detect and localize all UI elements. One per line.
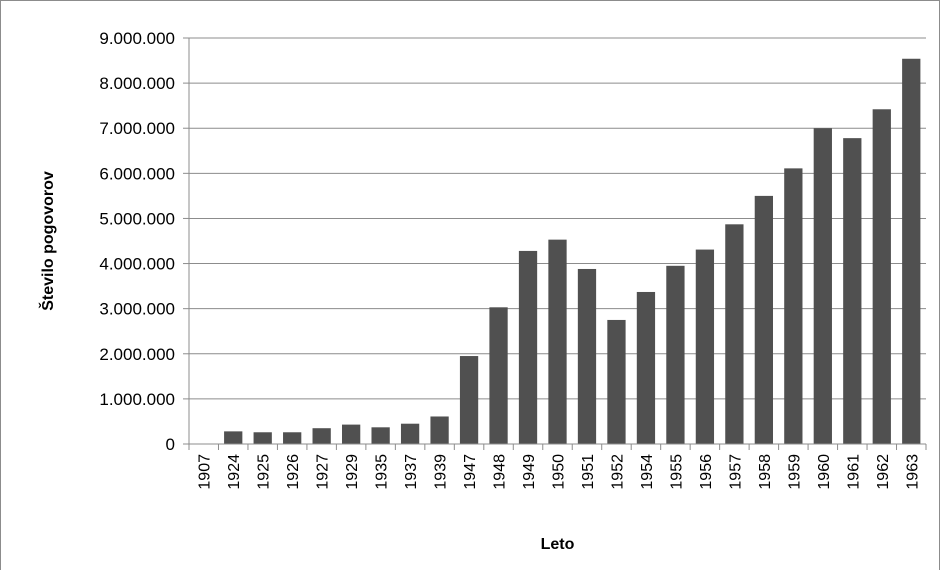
x-tick-label: 1958 [757,454,774,490]
y-tick-label: 1.000.000 [99,390,175,409]
bar-1949 [518,250,538,444]
x-axis-title: Leto [541,536,575,553]
y-tick-label: 3.000.000 [99,300,175,319]
x-tick-label: 1950 [551,454,568,490]
bar-1939 [430,416,449,444]
y-tick-label: 2.000.000 [99,345,175,364]
x-tick-label: 1924 [226,454,243,490]
bar-1955 [666,265,685,444]
x-tick-label: 1961 [845,454,862,490]
bar-1954 [636,291,656,444]
bar-1948 [489,307,508,444]
x-tick-label: 1960 [816,454,833,490]
bar-1937 [400,423,420,444]
x-tick-label: 1956 [698,454,715,490]
x-tick-label: 1957 [727,454,744,490]
y-tick-labels: 0 1.000.000 2.000.000 3.000.000 4.000.000 5.0… [99,29,175,454]
gridlines [189,37,926,400]
bar-1924 [224,431,243,444]
bar-1960 [813,128,832,444]
y-tick-label: 6.000.000 [99,164,175,183]
x-tick-label: 1948 [492,454,509,490]
x-tick-label: 1951 [580,454,597,490]
x-tick-label: 1926 [285,454,302,490]
x-tick-label: 1955 [668,454,685,490]
y-tick-label: 4.000.000 [99,255,175,274]
x-tick-label: 1925 [256,454,273,490]
x-tick-labels: 1907 1924 1925 1926 1927 1929 1935 1937 1939 1947… [197,454,922,490]
bar-1952 [607,319,626,444]
bars [224,58,921,445]
x-tick-label: 1949 [521,454,538,490]
y-tick-label: 0 [166,435,175,454]
y-tick-label: 7.000.000 [99,119,175,138]
y-tick-label: 8.000.000 [99,74,175,93]
bar-1963 [902,58,921,445]
x-tick-label: 1935 [374,454,391,490]
bar-1962 [872,109,891,444]
x-tick-label: 1929 [344,454,361,490]
bar-1958 [754,195,773,444]
bar-1926 [283,432,302,444]
x-tick-label: 1937 [403,454,420,490]
bar-1951 [577,268,597,444]
bar-1929 [342,424,361,444]
x-tick-label: 1959 [786,454,803,490]
x-tick-label: 1962 [875,454,892,490]
y-axis-title: Število pogovorov [38,171,57,311]
bar-1935 [371,427,390,444]
bar-1957 [725,224,744,444]
x-tick-label: 1954 [639,454,656,490]
bar-1956 [695,249,715,444]
bar-1927 [312,428,331,444]
bar-1961 [843,138,862,444]
y-tick-label: 5.000.000 [99,209,175,228]
x-tick-label: 1927 [315,454,332,490]
bar-1950 [548,239,567,444]
x-tick-label: 1907 [197,454,214,490]
bar-1959 [784,168,803,445]
x-tick-label: 1947 [462,454,479,490]
y-tick-label: 9.000.000 [99,29,175,48]
bar-1925 [253,432,272,444]
axes [183,37,927,450]
x-tick-label: 1939 [433,454,450,490]
bar-1947 [459,356,479,444]
x-tick-label: 1963 [904,454,921,490]
x-tick-label: 1952 [609,454,626,490]
